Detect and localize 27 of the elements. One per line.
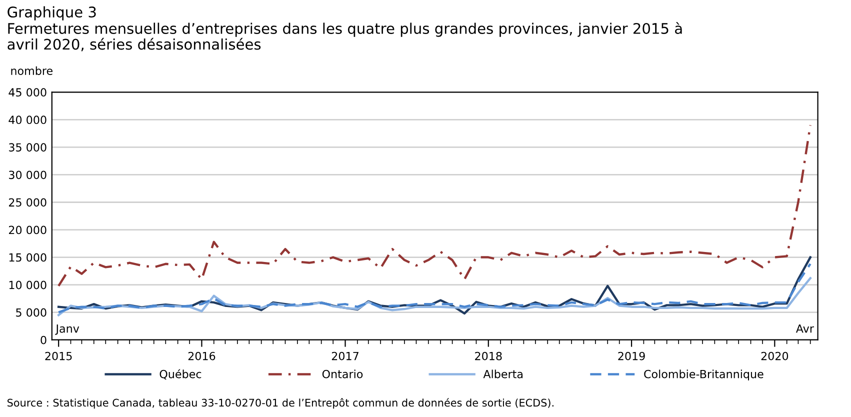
line-series	[57, 277, 812, 316]
x-tick-label: 2018	[475, 352, 502, 360]
x-tick-label: 2016	[188, 352, 216, 360]
annotation: Avr	[796, 324, 814, 333]
source-note: Source : Statistique Canada, tableau 33-10-0270-01 de l’Entrepôt commun de données de sortie (ECDS).	[7, 398, 554, 409]
legend-label: Ontario	[322, 370, 363, 378]
legend-label: Colombie-Britannique	[644, 370, 764, 380]
y-tick-label: 45 000	[8, 88, 46, 97]
line-series	[57, 124, 812, 288]
y-tick-label: 10 000	[9, 280, 46, 290]
y-tick-label: 25 000	[8, 198, 46, 207]
chart-title: Graphique 3 Fermetures mensuelles d’entreprises dans les quatre plus grandes provinces, janvier 2015 à avril 2020, séries désaisonnalisées	[8, 6, 682, 52]
y-tick-label: 20 000	[8, 226, 46, 234]
y-tick-label: 0	[40, 336, 46, 344]
x-tick-label: 2020	[761, 352, 788, 360]
y-tick-label: 40 000	[8, 116, 46, 124]
y-tick-label: 35 000	[9, 143, 46, 152]
x-tick-label: 2015	[45, 352, 72, 360]
y-tick-label: 15 000	[9, 253, 46, 262]
y-tick-label: 5 000	[16, 308, 46, 317]
y-tick-label: 30 000	[9, 170, 46, 180]
x-tick-label: 2019	[618, 352, 645, 360]
annotation: Janv	[55, 324, 80, 335]
y-axis-title: nombre	[11, 66, 52, 75]
x-tick-label: 2017	[332, 352, 358, 360]
legend-label: Alberta	[483, 370, 522, 378]
legend-label: Québec	[160, 369, 202, 380]
